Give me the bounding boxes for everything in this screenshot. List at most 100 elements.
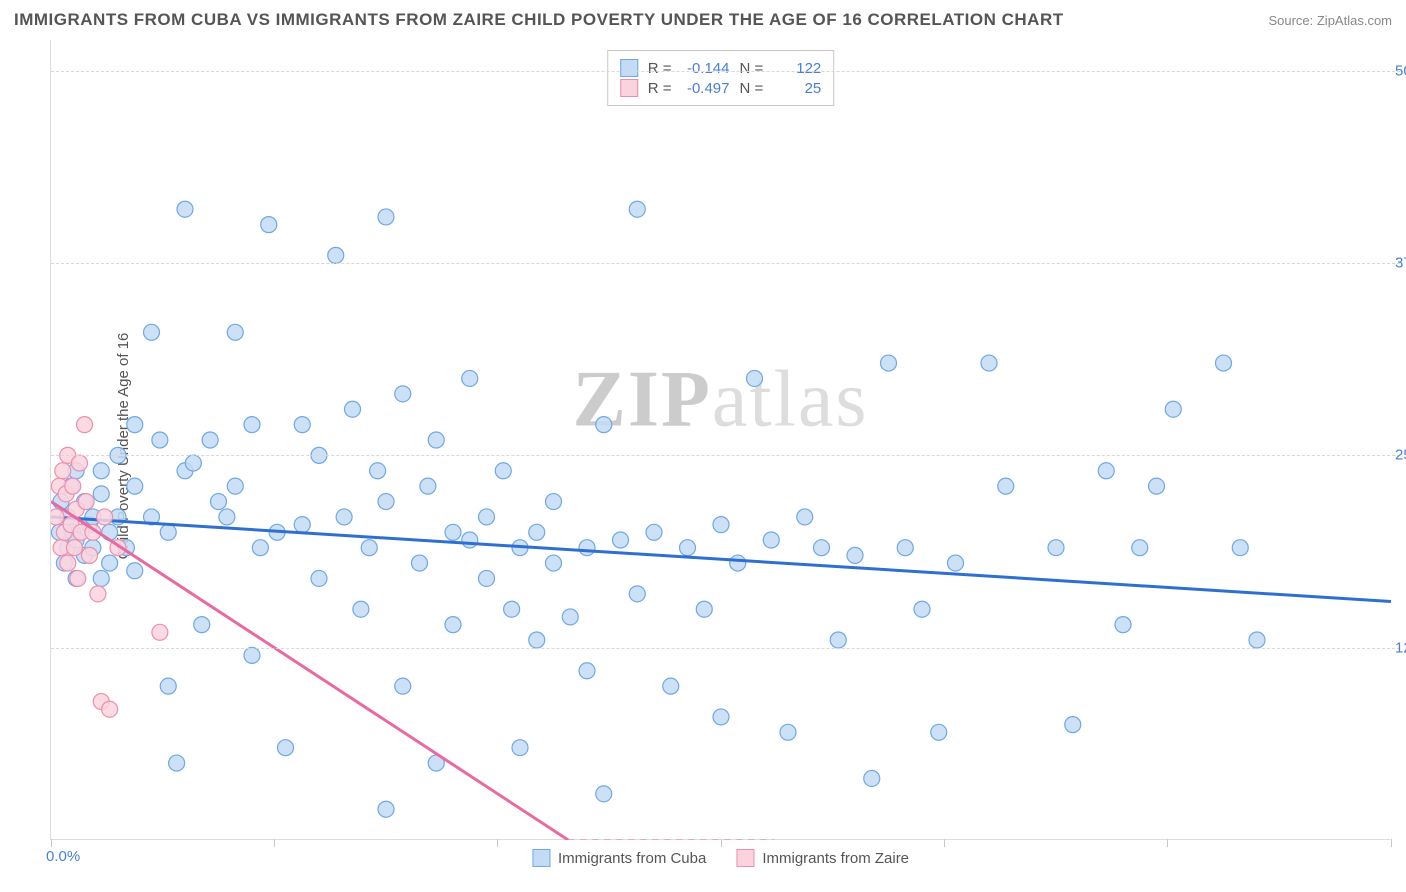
data-point [546, 494, 562, 510]
data-point [420, 478, 436, 494]
data-point [311, 570, 327, 586]
source-label: Source: ZipAtlas.com [1268, 13, 1392, 28]
data-point [353, 601, 369, 617]
data-point [152, 432, 168, 448]
data-point [278, 740, 294, 756]
data-point [194, 617, 210, 633]
data-point [294, 417, 310, 433]
data-point [864, 770, 880, 786]
data-point [127, 563, 143, 579]
data-point [370, 463, 386, 479]
ytick-label: 25.0% [1395, 447, 1406, 464]
data-point [479, 509, 495, 525]
data-point [579, 663, 595, 679]
r-value-cuba: -0.144 [682, 60, 730, 77]
legend-label-cuba: Immigrants from Cuba [558, 850, 706, 867]
data-point [1216, 355, 1232, 371]
data-point [395, 386, 411, 402]
data-point [244, 417, 260, 433]
data-point [814, 540, 830, 556]
data-point [479, 570, 495, 586]
xtick [51, 839, 52, 847]
data-point [227, 478, 243, 494]
legend-item: Immigrants from Cuba [532, 849, 706, 867]
data-point [897, 540, 913, 556]
x-origin-label: 0.0% [46, 848, 80, 865]
data-point [97, 509, 113, 525]
grid-line [51, 263, 1400, 264]
n-label: N = [740, 60, 764, 77]
data-point [160, 678, 176, 694]
data-point [78, 494, 94, 510]
chart-title: IMMIGRANTS FROM CUBA VS IMMIGRANTS FROM … [14, 10, 1064, 30]
legend-bottom: Immigrants from Cuba Immigrants from Zai… [532, 849, 909, 867]
ytick-label: 37.5% [1395, 255, 1406, 272]
data-point [445, 524, 461, 540]
data-point [102, 555, 118, 571]
data-point [127, 478, 143, 494]
data-point [998, 478, 1014, 494]
legend-swatch-cuba [532, 849, 550, 867]
xtick [1167, 839, 1168, 847]
data-point [931, 724, 947, 740]
data-point [428, 432, 444, 448]
data-point [1065, 717, 1081, 733]
data-point [227, 324, 243, 340]
data-point [495, 463, 511, 479]
plot-region: ZIPatlas R = -0.144 N = 122 R = -0.497 N… [50, 40, 1390, 840]
r-label: R = [648, 80, 672, 97]
n-value-zaire: 25 [773, 80, 821, 97]
data-point [1165, 401, 1181, 417]
data-point [51, 509, 64, 525]
data-point [1048, 540, 1064, 556]
data-point [780, 724, 796, 740]
data-point [65, 478, 81, 494]
data-point [70, 570, 86, 586]
data-point [1249, 632, 1265, 648]
stats-row: R = -0.497 N = 25 [620, 79, 822, 97]
data-point [730, 555, 746, 571]
data-point [244, 647, 260, 663]
data-point [169, 755, 185, 771]
data-point [127, 417, 143, 433]
data-point [378, 209, 394, 225]
data-point [328, 247, 344, 263]
data-point [1149, 478, 1165, 494]
xtick [944, 839, 945, 847]
data-point [529, 632, 545, 648]
data-point [66, 540, 82, 556]
data-point [71, 455, 87, 471]
data-point [696, 601, 712, 617]
data-point [93, 570, 109, 586]
data-point [847, 547, 863, 563]
data-point [713, 709, 729, 725]
data-point [202, 432, 218, 448]
data-point [336, 509, 352, 525]
stats-row: R = -0.144 N = 122 [620, 59, 822, 77]
data-point [1232, 540, 1248, 556]
grid-line [51, 71, 1400, 72]
data-point [93, 486, 109, 502]
data-point [663, 678, 679, 694]
data-point [378, 801, 394, 817]
data-point [680, 540, 696, 556]
data-point [1132, 540, 1148, 556]
data-point [412, 555, 428, 571]
swatch-zaire [620, 79, 638, 97]
data-point [981, 355, 997, 371]
data-point [579, 540, 595, 556]
r-value-zaire: -0.497 [682, 80, 730, 97]
data-point [763, 532, 779, 548]
data-point [102, 701, 118, 717]
data-point [445, 617, 461, 633]
xtick [497, 839, 498, 847]
data-point [378, 494, 394, 510]
ytick-label: 12.5% [1395, 639, 1406, 656]
data-point [77, 417, 93, 433]
data-point [596, 417, 612, 433]
data-point [55, 463, 71, 479]
data-point [948, 555, 964, 571]
data-point [160, 524, 176, 540]
data-point [629, 586, 645, 602]
data-point [613, 532, 629, 548]
